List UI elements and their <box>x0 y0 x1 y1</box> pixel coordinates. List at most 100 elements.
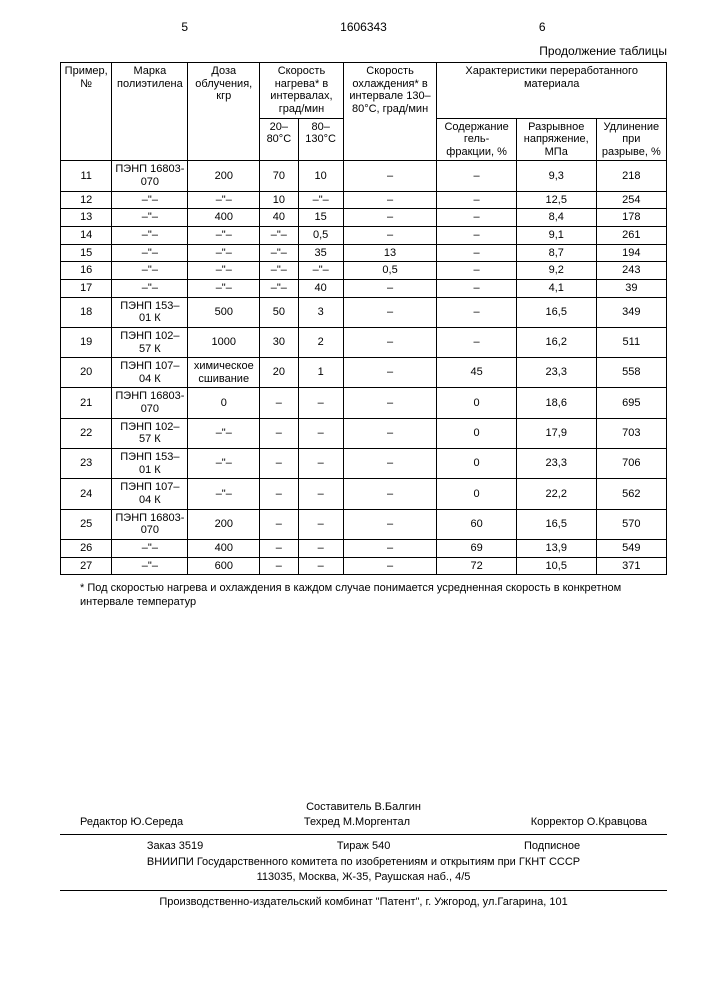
table-cell: 30 <box>260 327 298 357</box>
table-cell: –"– <box>188 262 260 280</box>
org: ВНИИПИ Государственного комитета по изоб… <box>60 855 667 870</box>
table-cell: 21 <box>61 388 112 418</box>
table-cell: – <box>260 449 298 479</box>
table-cell: 14 <box>61 227 112 245</box>
table-cell: 400 <box>188 209 260 227</box>
table-cell: 16,2 <box>516 327 596 357</box>
table-cell: 20 <box>260 358 298 388</box>
table-cell: ПЭНП 107–04 К <box>112 358 188 388</box>
table-cell: ПЭНП 16803-070 <box>112 388 188 418</box>
table-cell: – <box>298 539 343 557</box>
table-cell: – <box>260 388 298 418</box>
table-continuation-label: Продолжение таблицы <box>60 44 667 58</box>
table-row: 11ПЭНП 16803-0702007010––9,3218 <box>61 161 667 191</box>
table-cell: 10 <box>298 161 343 191</box>
table-cell: – <box>298 557 343 575</box>
patent-number: 1606343 <box>340 20 387 34</box>
table-cell: – <box>343 479 437 509</box>
th-heat-80-130: 80–130°С <box>298 118 343 161</box>
table-cell: 12 <box>61 191 112 209</box>
table-cell: – <box>343 557 437 575</box>
table-cell: – <box>437 327 516 357</box>
table-cell: – <box>437 161 516 191</box>
data-table: Пример, № Марка полиэтилена Доза облучен… <box>60 62 667 575</box>
th-cool-rate: Скорость охлаждения* в интервале 130–80°… <box>343 63 437 161</box>
table-row: 22ПЭНП 102–57 К–"––––017,9703 <box>61 418 667 448</box>
table-cell: –"– <box>298 262 343 280</box>
table-row: 25ПЭНП 16803-070200–––6016,5570 <box>61 509 667 539</box>
table-cell: 20 <box>61 358 112 388</box>
table-cell: 45 <box>437 358 516 388</box>
table-row: 17–"––"––"–40––4,139 <box>61 279 667 297</box>
order-no: Заказ 3519 <box>147 839 203 854</box>
table-cell: – <box>343 227 437 245</box>
table-cell: 0 <box>437 479 516 509</box>
table-cell: –"– <box>298 191 343 209</box>
table-cell: 194 <box>596 244 666 262</box>
table-cell: 0,5 <box>298 227 343 245</box>
table-cell: – <box>437 279 516 297</box>
table-cell: 261 <box>596 227 666 245</box>
table-cell: 10,5 <box>516 557 596 575</box>
table-cell: – <box>343 358 437 388</box>
table-cell: –"– <box>188 449 260 479</box>
corrector: Корректор О.Кравцова <box>531 815 647 830</box>
table-cell: – <box>343 279 437 297</box>
th-gel-fraction: Содержание гель-фракции, % <box>437 118 516 161</box>
table-cell: – <box>343 209 437 227</box>
table-cell: 549 <box>596 539 666 557</box>
table-cell: – <box>343 161 437 191</box>
th-dose: Доза облучения, кгр <box>188 63 260 161</box>
table-cell: – <box>343 509 437 539</box>
table-cell: –"– <box>188 479 260 509</box>
table-cell: ПЭНП 153–01 К <box>112 449 188 479</box>
table-cell: 200 <box>188 161 260 191</box>
table-cell: – <box>298 388 343 418</box>
table-cell: 1 <box>298 358 343 388</box>
table-cell: – <box>437 209 516 227</box>
table-cell: 600 <box>188 557 260 575</box>
table-cell: 39 <box>596 279 666 297</box>
table-cell: 0 <box>437 388 516 418</box>
table-footnote: * Под скоростью нагрева и охлаждения в к… <box>80 581 667 610</box>
table-cell: 23,3 <box>516 358 596 388</box>
table-cell: 69 <box>437 539 516 557</box>
table-cell: –"– <box>112 539 188 557</box>
table-cell: 40 <box>298 279 343 297</box>
table-cell: 254 <box>596 191 666 209</box>
colophon: Составитель В.Балгин Редактор Ю.Середа Т… <box>60 800 667 910</box>
table-cell: 9,1 <box>516 227 596 245</box>
th-elongation: Удлинение при разрыве, % <box>596 118 666 161</box>
table-cell: – <box>260 509 298 539</box>
table-cell: 19 <box>61 327 112 357</box>
table-cell: 9,2 <box>516 262 596 280</box>
table-cell: 16,5 <box>516 509 596 539</box>
table-cell: 17,9 <box>516 418 596 448</box>
table-cell: 10 <box>260 191 298 209</box>
table-cell: – <box>343 418 437 448</box>
table-cell: 562 <box>596 479 666 509</box>
table-cell: 13,9 <box>516 539 596 557</box>
table-cell: – <box>343 449 437 479</box>
table-row: 27–"–600–––7210,5371 <box>61 557 667 575</box>
table-cell: 12,5 <box>516 191 596 209</box>
tirazh: Тираж 540 <box>337 839 390 854</box>
table-cell: –"– <box>112 209 188 227</box>
table-cell: 8,7 <box>516 244 596 262</box>
table-cell: 40 <box>260 209 298 227</box>
table-row: 12–"––"–10–"–––12,5254 <box>61 191 667 209</box>
table-cell: – <box>343 388 437 418</box>
table-cell: –"– <box>260 262 298 280</box>
table-cell: 17 <box>61 279 112 297</box>
table-row: 21ПЭНП 16803-0700–––018,6695 <box>61 388 667 418</box>
table-cell: –"– <box>188 191 260 209</box>
addr: 113035, Москва, Ж-35, Раушская наб., 4/5 <box>60 870 667 885</box>
table-row: 20ПЭНП 107–04 Кхимическое сшивание201–45… <box>61 358 667 388</box>
table-cell: – <box>343 327 437 357</box>
th-example-no: Пример, № <box>61 63 112 161</box>
table-cell: –"– <box>188 244 260 262</box>
table-cell: 0 <box>188 388 260 418</box>
table-cell: ПЭНП 102–57 К <box>112 327 188 357</box>
editor: Редактор Ю.Середа <box>80 815 183 830</box>
table-cell: – <box>437 244 516 262</box>
